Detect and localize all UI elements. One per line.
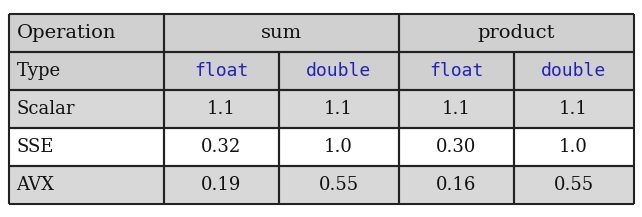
Bar — [399, 166, 514, 204]
Text: 0.30: 0.30 — [436, 138, 476, 156]
Text: 0.55: 0.55 — [553, 176, 594, 194]
Text: float: float — [194, 61, 248, 79]
Text: 1.1: 1.1 — [442, 100, 471, 117]
Bar — [8, 89, 164, 128]
Bar — [164, 51, 279, 89]
Text: 1.1: 1.1 — [207, 100, 236, 117]
Text: 1.0: 1.0 — [324, 138, 353, 156]
Text: 1.1: 1.1 — [559, 100, 588, 117]
Text: AVX: AVX — [17, 176, 55, 194]
Bar — [399, 51, 514, 89]
Bar — [164, 166, 279, 204]
Text: double: double — [541, 61, 606, 79]
Bar — [399, 128, 514, 166]
Text: 0.19: 0.19 — [201, 176, 241, 194]
Bar — [399, 13, 634, 51]
Text: 0.16: 0.16 — [436, 176, 476, 194]
Bar — [514, 166, 634, 204]
Bar — [399, 89, 514, 128]
Bar — [279, 51, 399, 89]
Text: SSE: SSE — [17, 138, 54, 156]
Bar — [8, 51, 164, 89]
Bar — [8, 13, 164, 51]
Text: double: double — [306, 61, 371, 79]
Text: product: product — [477, 23, 555, 41]
Bar — [514, 89, 634, 128]
Bar — [164, 89, 279, 128]
Bar — [8, 166, 164, 204]
Bar — [164, 13, 399, 51]
Bar — [514, 128, 634, 166]
Bar — [279, 89, 399, 128]
Bar — [8, 128, 164, 166]
Text: sum: sum — [261, 23, 302, 41]
Text: 0.55: 0.55 — [318, 176, 359, 194]
Bar — [514, 51, 634, 89]
Text: Operation: Operation — [17, 23, 116, 41]
Text: Scalar: Scalar — [17, 100, 75, 117]
Text: 0.32: 0.32 — [201, 138, 241, 156]
Bar — [164, 128, 279, 166]
Bar — [279, 166, 399, 204]
Text: 1.0: 1.0 — [559, 138, 588, 156]
Bar — [279, 128, 399, 166]
Text: 1.1: 1.1 — [324, 100, 353, 117]
Text: float: float — [429, 61, 483, 79]
Text: Type: Type — [17, 61, 60, 79]
